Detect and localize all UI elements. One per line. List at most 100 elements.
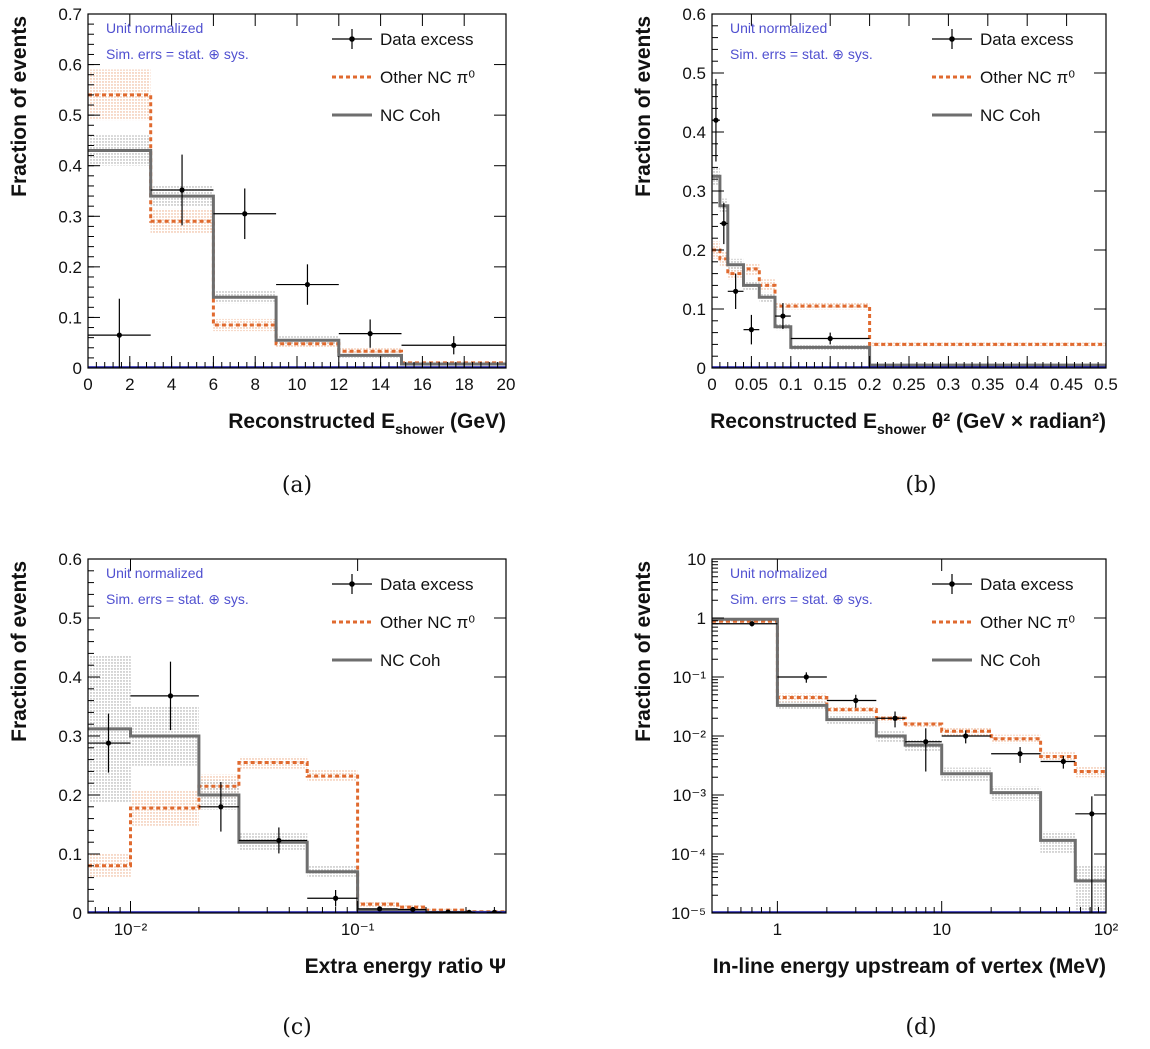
data-point-b-5 — [790, 332, 870, 345]
y-tick-label: 0.3 — [58, 207, 82, 226]
ticks-c: 10⁻² 10⁻¹ 0 0.1 0.2 0.3 0.4 0.5 0.6 — [58, 550, 506, 939]
x-tick-label: 1 — [773, 920, 782, 939]
y-tick-label: 0.1 — [682, 300, 706, 319]
chart-svg-b: 0 0.05 0.1 0.15 0.2 0.25 0.3 0.35 0.4 0.45 0.5 0 0.1… — [632, 5, 1118, 437]
nc-coh-line-a — [88, 149, 506, 366]
legend-data-label: Data excess — [380, 30, 474, 49]
x-axis-title-d: In-line energy upstream of vertex (MeV) — [713, 955, 1106, 978]
note-unit-normalized-c: Unit normalized — [106, 565, 203, 581]
caption-a: (a) — [281, 473, 313, 498]
data-marker — [923, 739, 929, 745]
data-marker — [304, 281, 311, 288]
x-tick-label: 20 — [497, 375, 516, 394]
x-tick-label: 0.2 — [858, 375, 882, 394]
x-axis-title-c: Extra energy ratio Ψ — [305, 955, 506, 978]
other-band-d-0 — [712, 619, 778, 623]
data-point-c-1 — [130, 661, 199, 731]
y-tick-label: 0.4 — [58, 668, 82, 687]
legend-other-label: Other NC π⁰ — [980, 68, 1075, 87]
legend-coh-label: NC Coh — [380, 106, 440, 125]
y-axis-title-a: Fraction of events — [8, 16, 31, 197]
y-tick-label: 0.6 — [58, 550, 82, 569]
x-axis-title-a: Reconstructed Eshower (GeV) — [228, 410, 506, 437]
x-tick-label: 18 — [455, 375, 474, 394]
other-band-a-4 — [338, 348, 402, 355]
y-tick-label: 10⁻⁵ — [671, 904, 706, 923]
ticks-a: 0 2 4 6 8 10 12 14 16 18 20 0 0.1 0.2 0.3 0.4 0.5 0.6 0.7 — [58, 5, 515, 394]
y-tick-label: 10⁻⁴ — [671, 845, 706, 864]
data-point-d-3 — [876, 711, 906, 728]
x-tick-label: 0.4 — [1015, 375, 1039, 394]
data-marker — [1089, 811, 1095, 817]
data-marker — [333, 895, 339, 901]
data-marker — [367, 331, 373, 337]
note-sim-errs-b: Sim. errs = stat. ⊕ sys. — [730, 46, 873, 62]
y-tick-label: 0.7 — [58, 5, 82, 24]
data-marker — [1060, 758, 1066, 765]
y-tick-label: 0.1 — [58, 308, 82, 327]
y-tick-label: 0 — [73, 904, 82, 923]
data-marker — [451, 342, 457, 348]
data-marker — [466, 909, 472, 913]
legend-coh-label: NC Coh — [980, 651, 1040, 670]
y-tick-label: 10⁻² — [672, 727, 706, 746]
other-band-d-1 — [777, 693, 827, 703]
data-marker — [803, 674, 809, 680]
y-axis-title-d: Fraction of events — [632, 561, 655, 742]
legend-c: Data excess Other NC π⁰ NC Coh — [332, 574, 475, 670]
nc-coh-line-b — [712, 174, 1106, 367]
x-tick-label: 0.3 — [937, 375, 961, 394]
y-tick-label: 0.2 — [682, 241, 706, 260]
x-tick-label: 0 — [83, 375, 92, 394]
data-point-c-0 — [88, 713, 131, 773]
x-tick-label: 8 — [250, 375, 259, 394]
y-axis-title-b: Fraction of events — [632, 16, 655, 197]
plot-area-b — [712, 78, 1106, 368]
y-tick-label: 0 — [697, 359, 706, 378]
data-point-c-4 — [307, 889, 358, 907]
x-tick-label: 0.45 — [1050, 375, 1083, 394]
legend-data-marker — [949, 581, 955, 587]
legend-coh-label: NC Coh — [980, 106, 1040, 125]
chart-svg-c: 10⁻² 10⁻¹ 0 0.1 0.2 0.3 0.4 0.5 0.6 Fraction of e… — [8, 550, 507, 978]
other-band-d-7 — [1040, 752, 1076, 762]
data-marker — [377, 906, 383, 912]
panel-c: 10⁻² 10⁻¹ 0 0.1 0.2 0.3 0.4 0.5 0.6 Fraction of e… — [0, 545, 575, 1005]
x-tick-label: 6 — [209, 375, 218, 394]
other-band-d-4 — [905, 720, 942, 728]
legend-a: Data excess Other NC π⁰ NC Coh — [332, 29, 475, 125]
legend-data-marker — [949, 36, 955, 42]
data-marker — [242, 211, 248, 217]
other-band-c-4 — [307, 770, 358, 783]
x-tick-label: 0.15 — [814, 375, 847, 394]
y-tick-label: 0.3 — [58, 727, 82, 746]
data-point-b-2 — [727, 273, 744, 309]
data-point-a-3 — [276, 264, 339, 305]
panel-d: 1 10 10² 10⁻⁵ 10⁻⁴ 10⁻³ 10⁻² 10⁻¹ 1 10 Fraction of… — [575, 545, 1150, 1005]
plot-area-d — [712, 617, 1106, 913]
x-tick-label: 10 — [288, 375, 307, 394]
legend-data-marker — [349, 581, 355, 587]
y-tick-label: 1 — [697, 609, 706, 628]
legend-data-label: Data excess — [980, 30, 1074, 49]
legend-other-label: Other NC π⁰ — [380, 68, 475, 87]
ticks-b: 0 0.05 0.1 0.15 0.2 0.25 0.3 0.35 0.4 0.45 0.5 0 0.1… — [682, 5, 1117, 394]
data-point-a-4 — [338, 319, 402, 348]
x-tick-label: 14 — [371, 375, 390, 394]
y-tick-label: 0.4 — [682, 123, 706, 142]
caption-b: (b) — [905, 473, 937, 498]
x-axis-title-b: Reconstructed Eshower θ² (GeV × radian²) — [710, 410, 1106, 437]
legend-b: Data excess Other NC π⁰ NC Coh — [932, 29, 1075, 125]
x-tick-label: 0.25 — [892, 375, 925, 394]
data-marker — [1017, 751, 1023, 757]
x-tick-label: 10⁻² — [114, 920, 148, 939]
data-marker — [853, 697, 859, 704]
data-marker — [827, 335, 833, 342]
data-marker — [116, 332, 122, 338]
y-tick-label: 0.4 — [58, 157, 82, 176]
caption-c: (c) — [282, 1015, 312, 1040]
data-marker — [276, 837, 282, 844]
plot-area-a — [88, 69, 506, 368]
y-tick-label: 0.5 — [58, 609, 82, 628]
other-band-b-3 — [743, 262, 760, 275]
